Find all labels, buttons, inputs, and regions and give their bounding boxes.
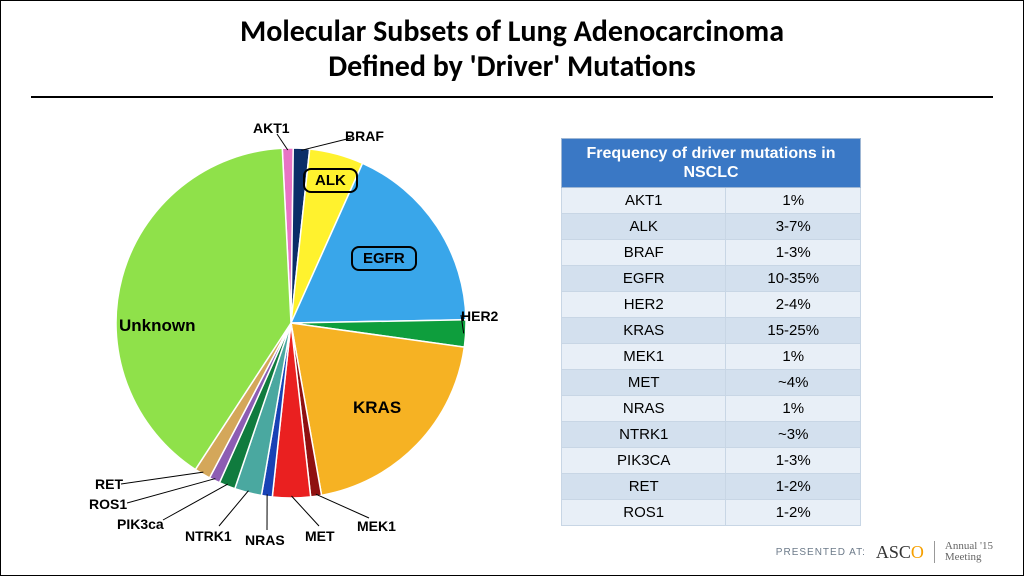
table-row: BRAF1-3% <box>562 240 861 266</box>
pie-label-ret: RET <box>95 476 123 492</box>
leader-line <box>127 479 215 503</box>
mutation-name: KRAS <box>562 318 726 344</box>
mutation-name: NTRK1 <box>562 422 726 448</box>
footer-divider <box>934 541 935 563</box>
mutation-freq: 1% <box>726 396 861 422</box>
pie-label-alk: ALK <box>303 168 358 193</box>
mutation-freq: 1-3% <box>726 240 861 266</box>
mutation-name: ROS1 <box>562 500 726 526</box>
mutation-name: HER2 <box>562 292 726 318</box>
title-line-2: Defined by 'Driver' Mutations <box>1 50 1023 85</box>
pie-label-ros1: ROS1 <box>89 496 127 512</box>
asco-logo-text: ASCO <box>876 542 924 563</box>
mutation-freq: 10-35% <box>726 266 861 292</box>
content-row: AKT1BRAFALKEGFRHER2KRASUnknownMEK1METNRA… <box>1 98 1023 548</box>
mutation-freq: 1-2% <box>726 500 861 526</box>
pie-label-egfr: EGFR <box>351 246 417 271</box>
table-row: MET~4% <box>562 370 861 396</box>
pie-label-akt1: AKT1 <box>253 120 290 136</box>
mutation-name: MEK1 <box>562 344 726 370</box>
table-row: HER22-4% <box>562 292 861 318</box>
pie-label-met: MET <box>305 528 335 544</box>
table-row: ALK3-7% <box>562 214 861 240</box>
pie-label-unknown: Unknown <box>119 316 196 336</box>
leader-line <box>163 484 228 520</box>
table-row: NRAS1% <box>562 396 861 422</box>
leader-line <box>316 494 369 518</box>
mutation-name: ALK <box>562 214 726 240</box>
pie-label-ntrk1: NTRK1 <box>185 528 232 544</box>
pie-label-braf: BRAF <box>345 128 384 144</box>
pie-label-mek1: MEK1 <box>357 518 396 534</box>
table-row: EGFR10-35% <box>562 266 861 292</box>
mutation-name: NRAS <box>562 396 726 422</box>
mutation-freq: 1% <box>726 344 861 370</box>
title-line-1: Molecular Subsets of Lung Adenocarcinoma <box>1 15 1023 50</box>
table-row: AKT11% <box>562 188 861 214</box>
mutation-freq: 1-3% <box>726 448 861 474</box>
table-row: MEK11% <box>562 344 861 370</box>
mutation-freq: 15-25% <box>726 318 861 344</box>
mutation-freq: 2-4% <box>726 292 861 318</box>
leader-line <box>219 491 248 526</box>
table-row: RET1-2% <box>562 474 861 500</box>
mutation-name: AKT1 <box>562 188 726 214</box>
pie-label-her2: HER2 <box>461 308 498 324</box>
leader-line <box>291 496 319 526</box>
frequency-table-area: Frequency of driver mutations in NSCLC A… <box>561 108 861 548</box>
pie-label-pik3ca: PIK3ca <box>117 516 164 532</box>
mutation-freq: ~4% <box>726 370 861 396</box>
meeting-label: Annual '15 Meeting <box>945 541 993 563</box>
mutation-freq: ~3% <box>726 422 861 448</box>
mutation-freq: 1-2% <box>726 474 861 500</box>
mutation-name: MET <box>562 370 726 396</box>
mutation-name: BRAF <box>562 240 726 266</box>
table-row: NTRK1~3% <box>562 422 861 448</box>
pie-chart-area: AKT1 BRAF ALK EGFR HER2 KRAS Unknown MEK1 MET NRA… <box>41 108 521 548</box>
pie-label-kras: KRAS <box>353 398 401 418</box>
table-row: PIK3CA1-3% <box>562 448 861 474</box>
mutation-freq: 3-7% <box>726 214 861 240</box>
leader-line <box>121 472 203 484</box>
presented-at-label: PRESENTED AT: <box>776 547 866 558</box>
title-block: Molecular Subsets of Lung Adenocarcinoma… <box>1 1 1023 90</box>
mutation-name: RET <box>562 474 726 500</box>
leader-line <box>301 138 351 150</box>
table-row: KRAS15-25% <box>562 318 861 344</box>
mutation-name: PIK3CA <box>562 448 726 474</box>
pie-label-nras: NRAS <box>245 532 285 548</box>
mutation-freq: 1% <box>726 188 861 214</box>
mutation-name: EGFR <box>562 266 726 292</box>
table-header: Frequency of driver mutations in NSCLC <box>562 139 861 188</box>
table-row: ROS11-2% <box>562 500 861 526</box>
frequency-table: Frequency of driver mutations in NSCLC A… <box>561 138 861 526</box>
footer: PRESENTED AT: ASCO Annual '15 Meeting <box>776 541 993 563</box>
